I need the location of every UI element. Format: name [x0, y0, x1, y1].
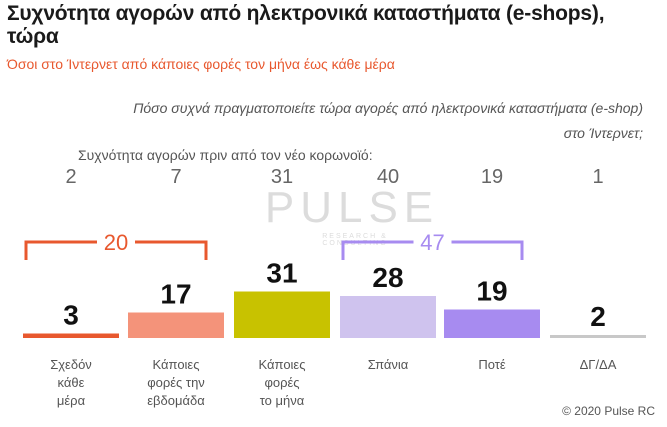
category-label: το μήνα	[260, 393, 305, 408]
chart-title: Συχνότητα αγορών από ηλεκτρονικά καταστή…	[7, 2, 605, 48]
group-bracket	[341, 240, 524, 260]
previous-value-label: 1	[592, 166, 603, 188]
bar-value-label: 3	[63, 300, 79, 331]
previous-value-label: 19	[481, 166, 503, 188]
category-label: ΔΓ/ΔΑ	[580, 357, 617, 372]
category-label: Σχεδόν	[50, 357, 92, 372]
previous-value-label: 2	[65, 166, 76, 188]
previous-value-label: 31	[271, 166, 293, 188]
category-label: κάθε	[58, 375, 85, 390]
group-bracket	[24, 240, 208, 260]
bar-value-label: 31	[266, 258, 297, 289]
category-label: φορές	[264, 375, 299, 390]
bar-value-label: 2	[590, 301, 606, 332]
category-label: φορές την	[147, 375, 205, 390]
category-label: εβδομάδα	[147, 393, 205, 408]
previous-value-label: 40	[377, 166, 399, 188]
bar-value-label: 28	[372, 262, 403, 293]
bar	[234, 291, 330, 338]
group-total-label: 47	[420, 230, 444, 255]
previous-value-label: 7	[170, 166, 181, 188]
category-label: μέρα	[57, 393, 86, 408]
bar	[128, 312, 224, 338]
group-total-label: 20	[104, 230, 128, 255]
bar	[23, 333, 119, 338]
bar	[340, 296, 436, 338]
category-label: Κάποιες	[259, 357, 306, 372]
pulse-watermark: PULSE	[264, 183, 440, 232]
survey-question: Πόσο συχνά πραγματοποιείτε τώρα αγορές α…	[133, 100, 643, 141]
copyright-footer: © 2020 Pulse RC	[562, 404, 655, 418]
bar-value-label: 19	[476, 276, 507, 307]
bar	[444, 309, 540, 338]
previous-frequency-label: Συχνότητα αγορών πριν από τον νέο κορωνο…	[78, 147, 373, 163]
bar-value-label: 17	[160, 279, 191, 310]
bar	[550, 335, 646, 338]
category-label: Κάποιες	[153, 357, 200, 372]
chart-subtitle: Όσοι στο Ίντερνετ από κάποιες φορές τον …	[7, 56, 395, 72]
category-label: Ποτέ	[478, 357, 506, 372]
category-label: Σπάνια	[368, 357, 409, 372]
